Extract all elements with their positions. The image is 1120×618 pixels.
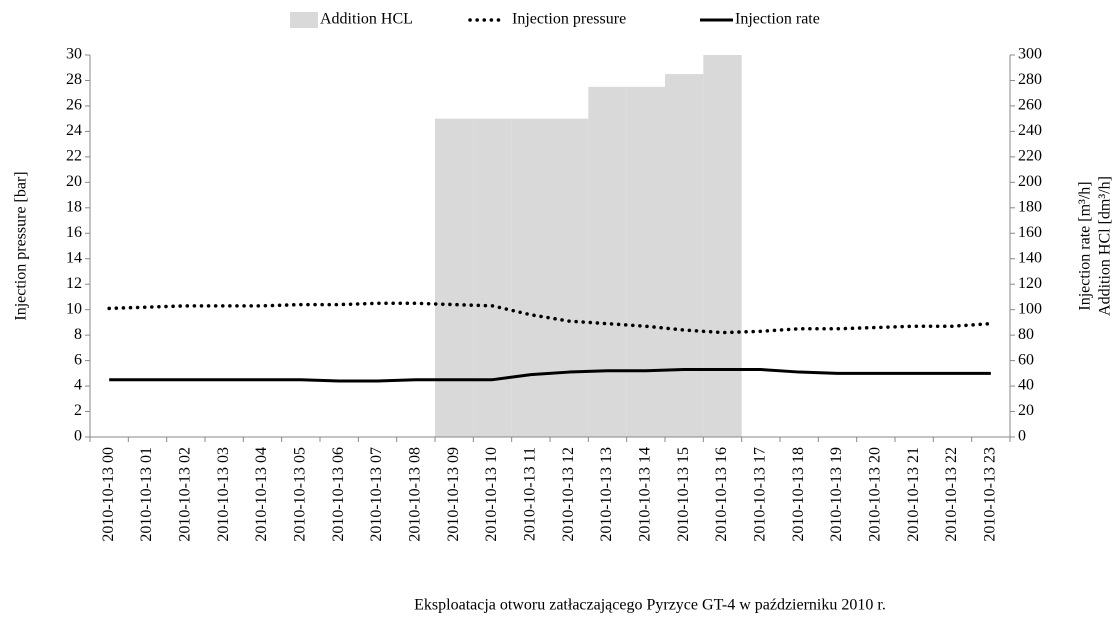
x-tick-label: 2010-10-13 00: [100, 447, 117, 542]
x-tick-label: 2010-10-13 22: [943, 447, 960, 542]
line: [109, 368, 991, 383]
bar: [473, 118, 512, 438]
y2-tick-label: 120: [1018, 275, 1042, 292]
x-tick-label: 2010-10-13 10: [483, 447, 500, 542]
y-tick-label: 22: [66, 148, 82, 165]
bar: [626, 86, 665, 437]
x-tick-label: 2010-10-13 08: [407, 447, 424, 542]
x-tick-label: 2010-10-13 18: [790, 447, 807, 542]
bar: [435, 118, 474, 438]
legend-label: Injection rate: [735, 11, 820, 28]
y-tick-label: 2: [74, 402, 82, 419]
y-tick-label: 30: [66, 46, 82, 63]
y2-tick-label: 280: [1018, 71, 1042, 88]
bar: [511, 118, 550, 438]
y-tick-label: 4: [74, 377, 82, 394]
x-tick-label: 2010-10-13 20: [867, 447, 884, 542]
y2-tick-label: 240: [1018, 122, 1042, 139]
y-tick-label: 10: [66, 300, 82, 317]
bar: [588, 86, 627, 437]
y-tick-label: 28: [66, 71, 82, 88]
x-tick-label: 2010-10-13 14: [637, 447, 654, 542]
x-tick-label: 2010-10-13 19: [828, 447, 845, 542]
x-tick-label: 2010-10-13 04: [253, 447, 270, 542]
bar: [703, 55, 742, 437]
x-tick-label: 2010-10-13 15: [675, 447, 692, 542]
legend-swatch: [290, 12, 318, 28]
x-tick-label: 2010-10-13 03: [215, 447, 232, 542]
y2-tick-label: 100: [1018, 300, 1042, 317]
y-tick-label: 16: [66, 224, 82, 241]
x-tick-label: 2010-10-13 16: [713, 447, 730, 542]
y-tick-label: 14: [66, 249, 82, 266]
x-tick-label: 2010-10-13 23: [982, 447, 999, 542]
y2-axis-title: Injection rate [m³/h]: [1077, 181, 1094, 310]
y-tick-label: 6: [74, 351, 82, 368]
bar: [550, 118, 589, 438]
y2-tick-label: 80: [1018, 326, 1034, 343]
x-tick-label: 2010-10-13 05: [292, 447, 309, 542]
x-tick-label: 2010-10-13 02: [177, 447, 194, 542]
x-tick-label: 2010-10-13 17: [752, 447, 769, 542]
x-tick-label: 2010-10-13 06: [330, 447, 347, 542]
y2-tick-label: 220: [1018, 148, 1042, 165]
legend-label: Addition HCL: [320, 11, 413, 28]
line: [107, 301, 993, 335]
x-tick-label: 2010-10-13 12: [560, 447, 577, 542]
y-tick-label: 12: [66, 275, 82, 292]
y2-tick-label: 300: [1018, 46, 1042, 63]
y-tick-label: 24: [66, 122, 82, 139]
y-tick-label: 0: [74, 428, 82, 445]
bar: [665, 74, 704, 437]
x-tick-label: 2010-10-13 01: [138, 447, 155, 542]
y-tick-label: 18: [66, 198, 82, 215]
x-tick-label: 2010-10-13 07: [368, 447, 385, 542]
legend-label: Injection pressure: [512, 11, 626, 28]
y2-tick-label: 60: [1018, 351, 1034, 368]
y-tick-label: 20: [66, 173, 82, 190]
y2-tick-label: 200: [1018, 173, 1042, 190]
x-tick-label: 2010-10-13 11: [522, 447, 539, 541]
y2-tick-label: 20: [1018, 402, 1034, 419]
y2-tick-label: 40: [1018, 377, 1034, 394]
y2-axis-title: Addition HCl [dm³/h]: [1097, 176, 1114, 316]
y2-tick-label: 180: [1018, 198, 1042, 215]
y-axis-title: Injection pressure [bar]: [13, 171, 30, 320]
y2-tick-label: 140: [1018, 249, 1042, 266]
y2-tick-label: 160: [1018, 224, 1042, 241]
x-tick-label: 2010-10-13 21: [905, 447, 922, 542]
y2-tick-label: 0: [1018, 428, 1026, 445]
y-tick-label: 26: [66, 97, 82, 114]
y-tick-label: 8: [74, 326, 82, 343]
y2-tick-label: 260: [1018, 97, 1042, 114]
x-tick-label: 2010-10-13 09: [445, 447, 462, 542]
x-axis-title: Eksploatacja otworu zatłaczającego Pyrzy…: [414, 597, 886, 614]
x-tick-label: 2010-10-13 13: [598, 447, 615, 542]
